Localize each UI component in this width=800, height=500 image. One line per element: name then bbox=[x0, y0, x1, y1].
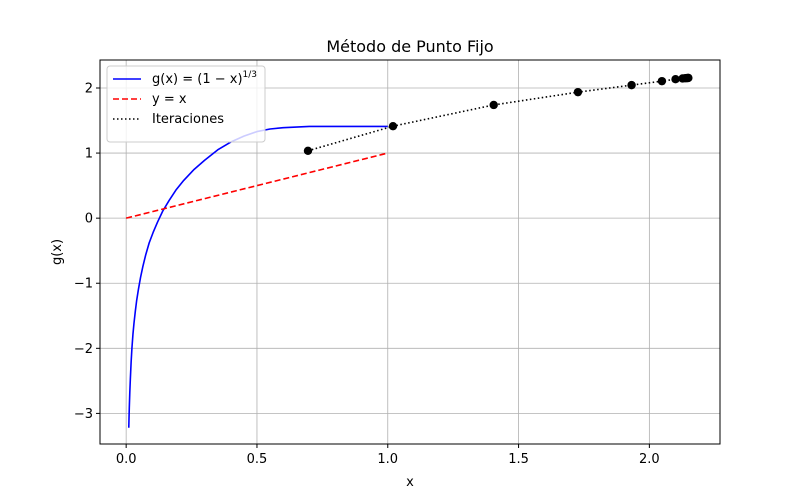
legend-label-superscript: 1/3 bbox=[243, 70, 257, 80]
grid bbox=[100, 60, 720, 444]
iteration-point bbox=[657, 76, 667, 86]
legend-label: g(x) = (1 − x)1/3 bbox=[152, 70, 257, 87]
x-tick-label: 1.0 bbox=[377, 452, 398, 467]
legend-label-text: g(x) = (1 − x) bbox=[152, 72, 243, 87]
x-tick-label: 1.5 bbox=[508, 452, 529, 467]
iteration-point bbox=[671, 75, 680, 84]
plot-frame bbox=[99, 59, 721, 445]
y-tick-label: 1 bbox=[85, 147, 93, 162]
chart-title: Método de Punto Fijo bbox=[326, 37, 493, 56]
y-axis-label: g(x) bbox=[50, 239, 65, 265]
legend-label: Iteraciones bbox=[152, 112, 224, 127]
y-tick-label: −3 bbox=[74, 407, 93, 422]
y-tick-label: 0 bbox=[85, 212, 93, 227]
legend-label-text: Iteraciones bbox=[152, 112, 224, 127]
series-line-0 bbox=[127, 125, 388, 428]
series-group bbox=[125, 73, 693, 428]
iteration-point bbox=[573, 87, 583, 97]
iteration-point bbox=[684, 73, 693, 83]
y-tick-label: 2 bbox=[85, 81, 93, 96]
x-axis-label: x bbox=[406, 475, 414, 490]
y-tick-label: −2 bbox=[74, 342, 93, 357]
y-tick-label: −1 bbox=[74, 277, 93, 292]
legend: g(x) = (1 − x)1/3 y = x Iteraciones bbox=[106, 65, 266, 143]
legend-label: y = x bbox=[152, 92, 187, 107]
iteration-point bbox=[388, 121, 398, 131]
ticks: 0.0 0.5 1.0 1.5 2.0 −3 −2 −1 0 1 2 bbox=[74, 81, 660, 467]
iteration-point bbox=[489, 100, 498, 110]
x-tick-label: 0.5 bbox=[247, 452, 268, 467]
x-tick-label: 0.0 bbox=[116, 452, 137, 467]
legend-label-text: y = x bbox=[152, 92, 187, 107]
legend-box bbox=[106, 65, 266, 143]
iteration-point bbox=[303, 146, 313, 155]
x-tick-label: 2.0 bbox=[639, 452, 660, 467]
iteration-point bbox=[627, 80, 636, 90]
